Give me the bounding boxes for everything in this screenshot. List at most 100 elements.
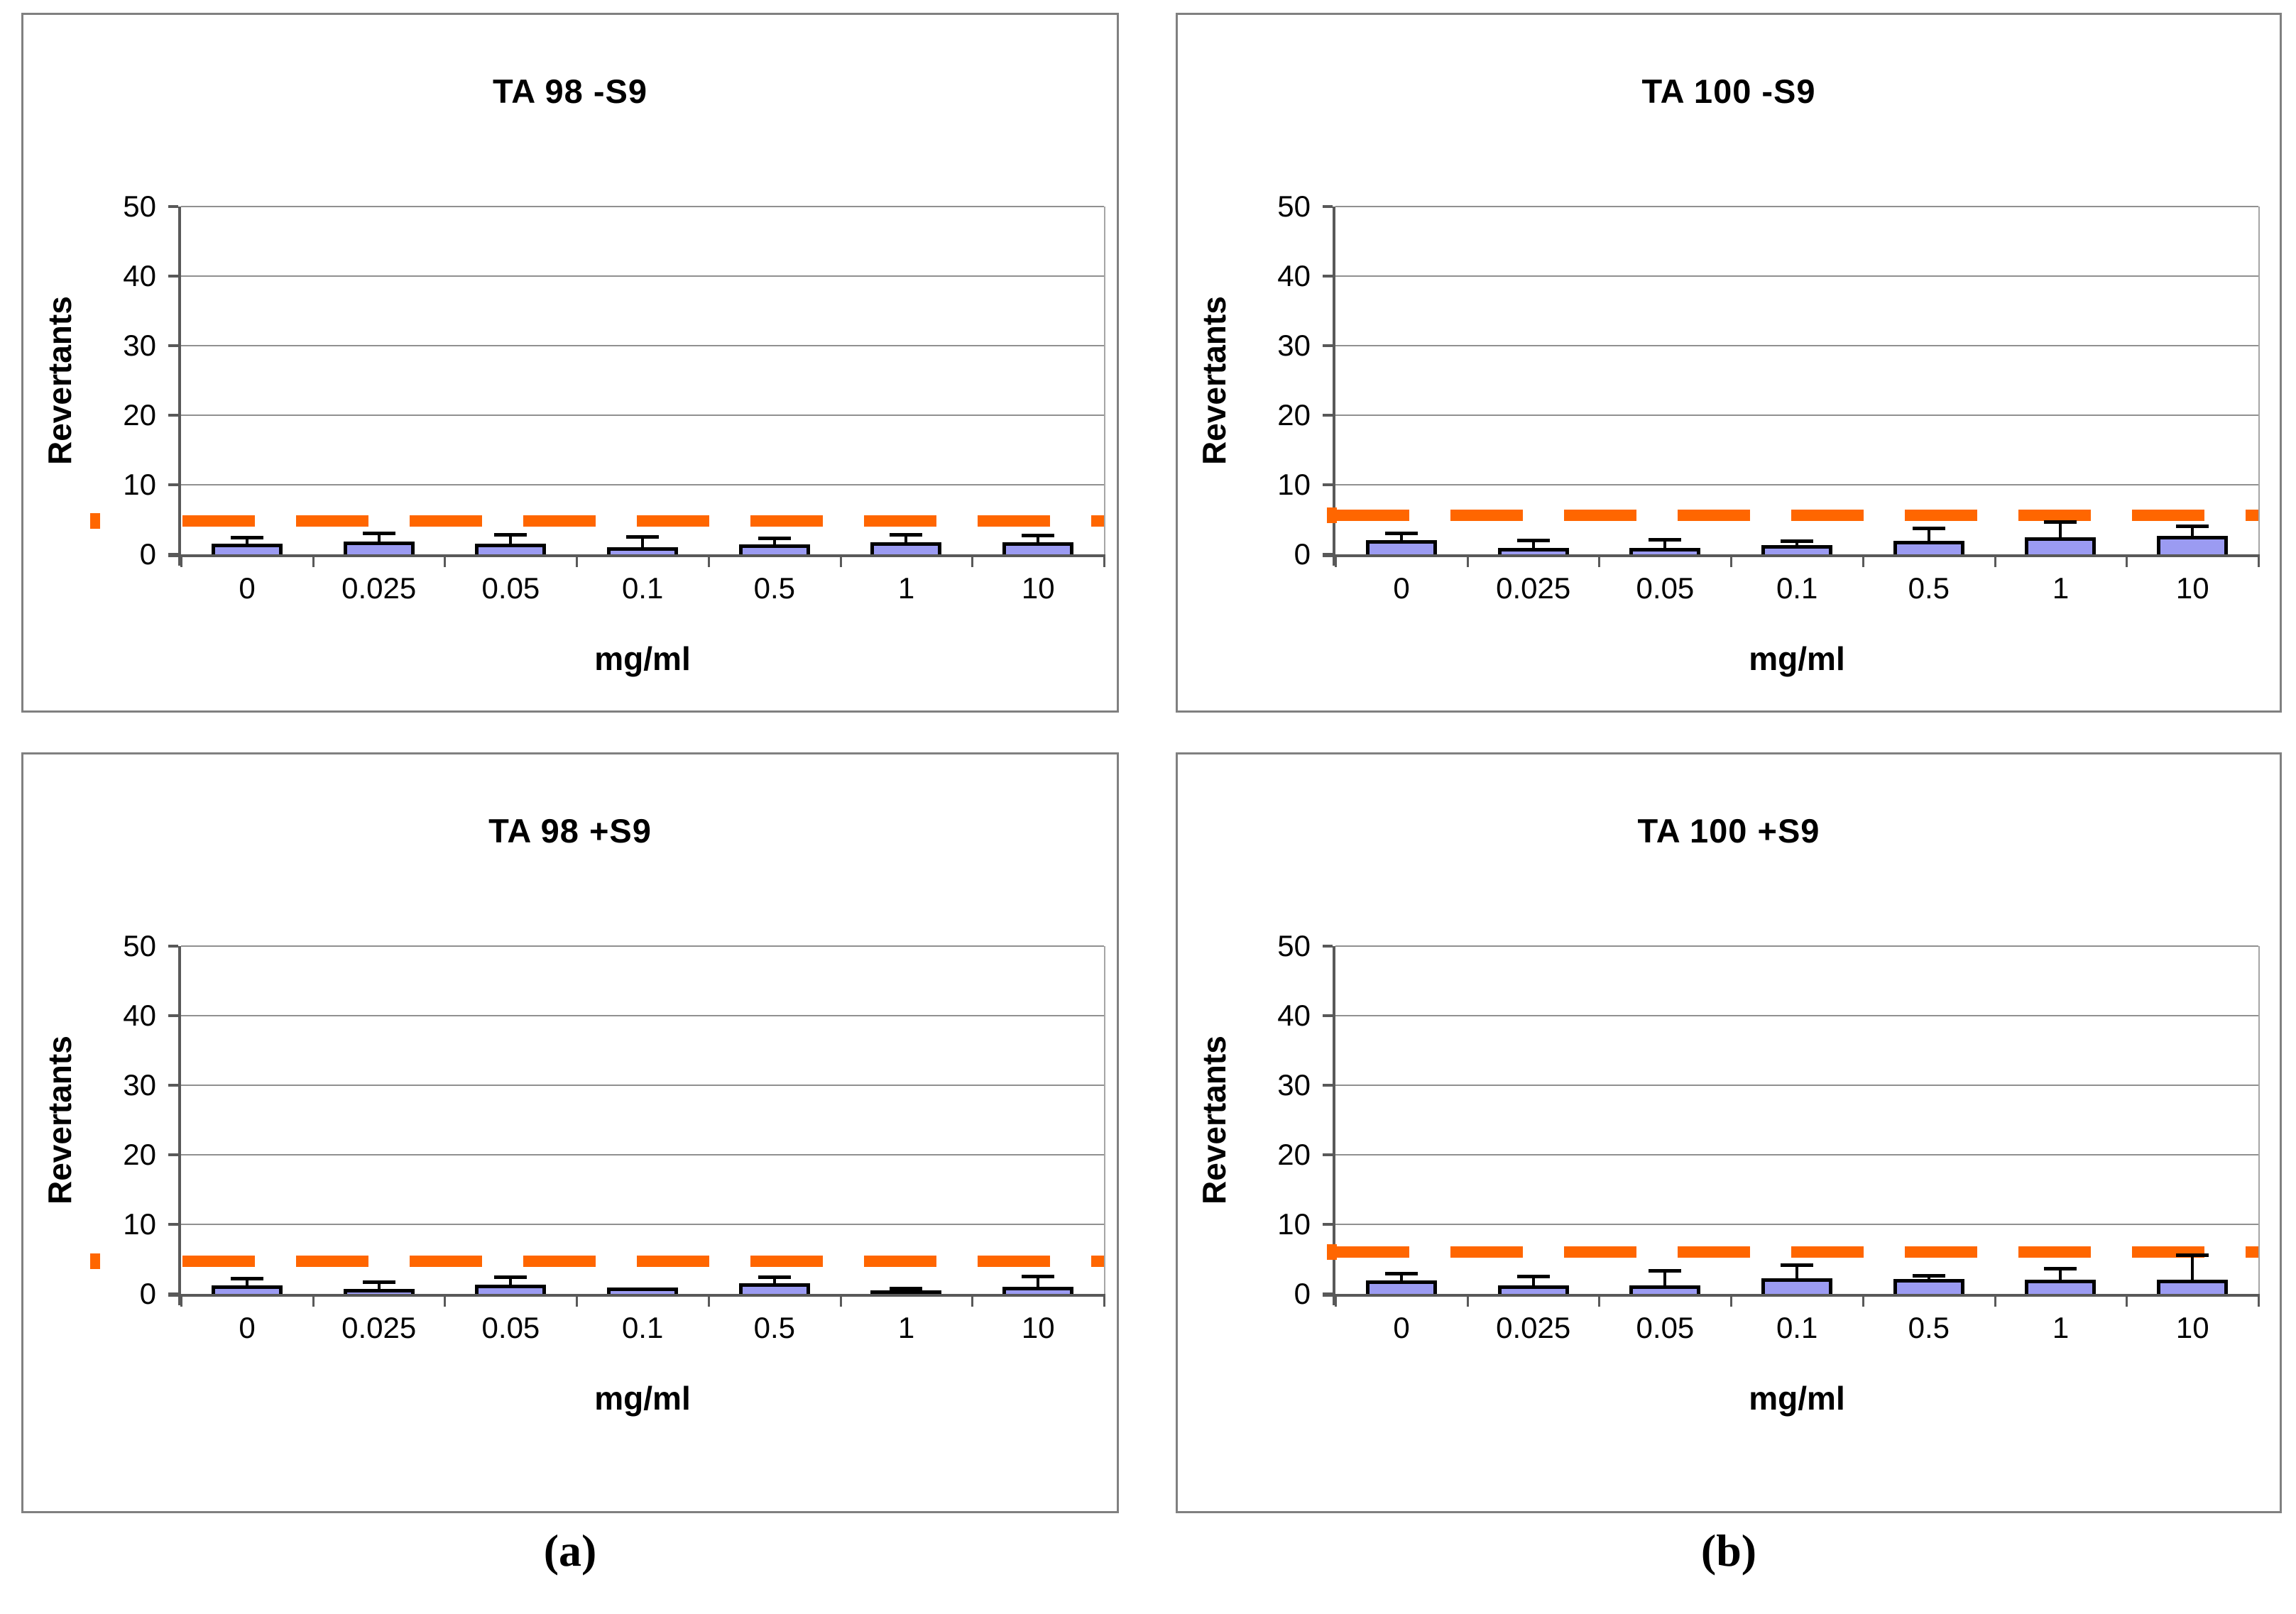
x-category-label: 0 — [239, 571, 256, 605]
x-tick-mark — [971, 1297, 974, 1307]
y-tick-mark — [1323, 1223, 1333, 1226]
x-tick-mark — [444, 1297, 447, 1307]
bar — [475, 1285, 547, 1294]
error-bar-cap — [230, 1277, 263, 1281]
x-axis-label: mg/ml — [1749, 640, 1845, 677]
x-category-label: 10 — [1021, 1311, 1055, 1344]
subfigure-label-b: (b) — [1700, 1525, 1757, 1576]
y-tick-mark — [1323, 1292, 1333, 1295]
gridline — [181, 275, 1104, 277]
bar — [1497, 1285, 1569, 1294]
bar — [475, 544, 547, 554]
error-bar-cap — [1781, 539, 1813, 544]
error-bar-line — [509, 1276, 513, 1285]
x-category-label: 0.025 — [1496, 571, 1571, 605]
error-bar-cap — [494, 532, 527, 537]
error-bar-line — [904, 534, 908, 543]
error-bar-line — [245, 537, 248, 544]
x-category-label: 0.05 — [1636, 571, 1695, 605]
x-category-label: 0.1 — [621, 1311, 664, 1344]
x-category-label: 0.05 — [481, 571, 540, 605]
threshold-line-start — [90, 512, 100, 529]
x-tick-mark — [1730, 557, 1733, 567]
y-tick-label: 20 — [123, 1138, 156, 1171]
x-tick-mark — [180, 557, 182, 567]
x-tick-mark — [2126, 1297, 2128, 1307]
x-axis-label: mg/ml — [1749, 1380, 1845, 1417]
y-tick-label: 30 — [1277, 329, 1311, 362]
x-tick-mark — [576, 557, 579, 567]
bar — [738, 1283, 810, 1294]
plot-area: 0 10 20 30 40 50 0 0.025 0.05 0.1 0.5 1 10 — [90, 929, 1105, 1344]
x-tick-mark — [971, 557, 974, 567]
error-bar-line — [1531, 1275, 1535, 1286]
gridline — [1335, 1154, 2258, 1155]
error-bar-cap — [1022, 1274, 1055, 1278]
chart-title: TA 100 -S9 — [1641, 72, 1816, 110]
gridline — [181, 484, 1104, 485]
error-bar-line — [2059, 521, 2062, 538]
bar — [1629, 1285, 1701, 1294]
error-bar-cap — [758, 1275, 791, 1280]
error-bar-cap — [1516, 1274, 1550, 1278]
bar — [870, 1290, 942, 1294]
gridline — [181, 415, 1104, 416]
bar — [2025, 1280, 2097, 1294]
y-tick-mark — [168, 275, 178, 278]
y-tick-label: 0 — [139, 1277, 156, 1310]
error-bar-line — [1795, 1264, 1798, 1279]
y-tick-mark — [168, 1153, 178, 1156]
error-bar-cap — [626, 534, 659, 539]
error-bar-line — [1399, 1273, 1403, 1281]
x-tick-mark — [1335, 1297, 1337, 1307]
gridline — [181, 1015, 1104, 1016]
y-tick-mark — [168, 414, 178, 417]
error-bar-cap — [1384, 1271, 1418, 1275]
x-axis-label: mg/ml — [594, 1380, 691, 1417]
error-bar-cap — [890, 1287, 923, 1291]
panel-ta98-minus-s9: TA 98 -S9 Revertants 0 10 20 30 40 50 0 0.025 0.… — [21, 13, 1119, 713]
threshold-line — [182, 515, 1104, 527]
y-tick-label: 0 — [1294, 1277, 1311, 1310]
bar — [1002, 1287, 1074, 1294]
bar — [1497, 548, 1569, 554]
error-bar-line — [1037, 1275, 1040, 1288]
gridline — [1335, 415, 2258, 416]
x-category-label: 0.5 — [1908, 1311, 1950, 1344]
error-bar-cap — [1022, 533, 1055, 537]
x-category-label: 0 — [239, 1311, 256, 1344]
y-tick-mark — [168, 1084, 178, 1087]
x-category-label: 0.5 — [753, 571, 796, 605]
error-bar-cap — [1781, 1263, 1813, 1267]
error-bar-line — [1927, 527, 1930, 542]
y-tick-mark — [168, 1292, 178, 1295]
error-bar-line — [772, 1277, 776, 1284]
y-tick-mark — [1323, 1084, 1333, 1087]
y-tick-label: 50 — [1277, 929, 1311, 962]
bar — [607, 1288, 678, 1294]
y-tick-label: 10 — [1277, 1207, 1311, 1241]
x-category-label: 1 — [2052, 1311, 2070, 1344]
error-bar-cap — [230, 536, 263, 540]
gridline — [1335, 1085, 2258, 1086]
y-tick-mark — [1323, 205, 1333, 208]
x-category-label: 10 — [1021, 571, 1055, 605]
y-tick-label: 30 — [1277, 1068, 1311, 1102]
panel-ta100-plus-s9: TA 100 +S9 Revertants 0 10 20 30 40 50 0 0.025 0… — [1176, 752, 2282, 1513]
gridline — [1335, 275, 2258, 277]
x-tick-mark — [1994, 557, 1996, 567]
error-bar-cap — [494, 1275, 527, 1279]
error-bar-cap — [362, 1280, 395, 1285]
chart-title: TA 98 -S9 — [493, 72, 647, 110]
error-bar-line — [377, 532, 381, 542]
gridline — [181, 345, 1104, 346]
x-category-label: 0.05 — [1636, 1311, 1695, 1344]
y-tick-label: 10 — [123, 1207, 156, 1241]
error-bar-line — [1663, 1270, 1667, 1286]
chart-title: TA 100 +S9 — [1637, 812, 1820, 850]
bar — [1893, 541, 1964, 554]
x-category-label: 0.05 — [481, 1311, 540, 1344]
x-tick-mark — [707, 557, 710, 567]
y-tick-label: 0 — [1294, 537, 1311, 571]
y-tick-mark — [1323, 945, 1333, 948]
